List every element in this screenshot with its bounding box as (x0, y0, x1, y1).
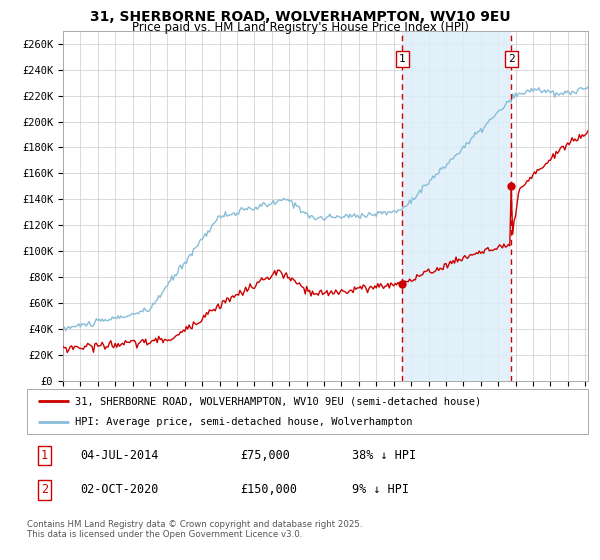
Text: £150,000: £150,000 (240, 483, 297, 496)
Bar (403, 31, 511, 381)
Text: 2: 2 (41, 483, 48, 496)
Text: 31, SHERBORNE ROAD, WOLVERHAMPTON, WV10 9EU (semi-detached house): 31, SHERBORNE ROAD, WOLVERHAMPTON, WV10 … (74, 396, 481, 407)
Text: Price paid vs. HM Land Registry's House Price Index (HPI): Price paid vs. HM Land Registry's House … (131, 21, 469, 34)
Text: 1: 1 (399, 54, 406, 64)
Text: 31, SHERBORNE ROAD, WOLVERHAMPTON, WV10 9EU: 31, SHERBORNE ROAD, WOLVERHAMPTON, WV10 … (89, 10, 511, 24)
Text: 04-JUL-2014: 04-JUL-2014 (80, 449, 158, 462)
Text: 9% ↓ HPI: 9% ↓ HPI (352, 483, 409, 496)
Text: Contains HM Land Registry data © Crown copyright and database right 2025.
This d: Contains HM Land Registry data © Crown c… (27, 520, 362, 539)
Text: 38% ↓ HPI: 38% ↓ HPI (352, 449, 416, 462)
Text: 2: 2 (508, 54, 515, 64)
Text: 1: 1 (41, 449, 48, 462)
Text: 02-OCT-2020: 02-OCT-2020 (80, 483, 158, 496)
Text: HPI: Average price, semi-detached house, Wolverhampton: HPI: Average price, semi-detached house,… (74, 417, 412, 427)
Text: £75,000: £75,000 (240, 449, 290, 462)
